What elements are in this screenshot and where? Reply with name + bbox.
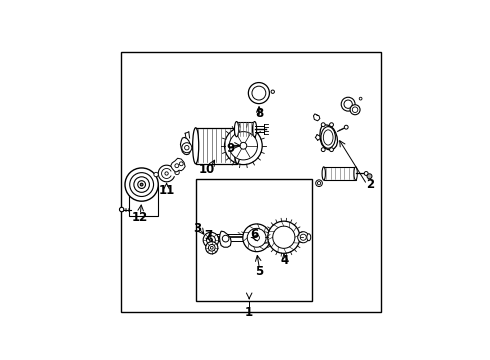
Text: 8: 8 bbox=[255, 107, 264, 120]
Circle shape bbox=[364, 172, 368, 175]
Ellipse shape bbox=[321, 127, 335, 148]
Text: 5: 5 bbox=[255, 265, 264, 278]
Circle shape bbox=[140, 183, 143, 186]
Ellipse shape bbox=[234, 128, 240, 164]
Circle shape bbox=[271, 90, 274, 93]
Circle shape bbox=[252, 86, 266, 100]
Text: 2: 2 bbox=[366, 178, 374, 191]
Text: 7: 7 bbox=[204, 229, 212, 242]
Circle shape bbox=[359, 97, 362, 100]
Polygon shape bbox=[220, 231, 231, 247]
Circle shape bbox=[165, 172, 168, 175]
Circle shape bbox=[179, 162, 183, 166]
Circle shape bbox=[273, 226, 295, 248]
Circle shape bbox=[243, 224, 270, 252]
Circle shape bbox=[203, 232, 219, 248]
Ellipse shape bbox=[252, 122, 257, 137]
Circle shape bbox=[318, 181, 320, 185]
Circle shape bbox=[224, 127, 262, 165]
Text: 1: 1 bbox=[245, 306, 253, 319]
Text: 10: 10 bbox=[198, 163, 215, 176]
Text: 6: 6 bbox=[250, 228, 258, 241]
Circle shape bbox=[206, 242, 218, 254]
Circle shape bbox=[175, 170, 179, 175]
Circle shape bbox=[367, 174, 372, 179]
Ellipse shape bbox=[193, 128, 199, 164]
Text: 11: 11 bbox=[158, 184, 175, 197]
Circle shape bbox=[209, 238, 213, 242]
Bar bbox=[196, 128, 237, 164]
Polygon shape bbox=[180, 138, 191, 155]
Bar bbox=[240, 138, 245, 142]
Circle shape bbox=[130, 173, 153, 197]
Circle shape bbox=[330, 123, 334, 127]
Circle shape bbox=[120, 207, 124, 212]
Circle shape bbox=[344, 100, 352, 108]
Text: 12: 12 bbox=[132, 211, 148, 224]
Circle shape bbox=[350, 105, 360, 115]
Circle shape bbox=[321, 123, 325, 127]
Circle shape bbox=[268, 221, 300, 253]
Ellipse shape bbox=[307, 234, 311, 241]
Polygon shape bbox=[171, 158, 185, 172]
Circle shape bbox=[229, 132, 258, 160]
Bar bbox=[242, 143, 250, 148]
Circle shape bbox=[341, 97, 355, 111]
Circle shape bbox=[330, 148, 334, 152]
Bar bbox=[129, 185, 158, 216]
Circle shape bbox=[208, 244, 215, 251]
Text: 3: 3 bbox=[193, 222, 201, 235]
Circle shape bbox=[182, 143, 192, 153]
Ellipse shape bbox=[322, 167, 325, 180]
Circle shape bbox=[206, 235, 216, 244]
Polygon shape bbox=[320, 125, 338, 150]
Circle shape bbox=[138, 181, 146, 188]
Circle shape bbox=[222, 235, 229, 242]
Ellipse shape bbox=[235, 122, 239, 137]
Ellipse shape bbox=[323, 130, 333, 145]
Bar bbox=[247, 138, 252, 142]
Circle shape bbox=[240, 142, 247, 149]
Circle shape bbox=[316, 180, 322, 186]
Bar bbox=[324, 167, 356, 180]
Circle shape bbox=[321, 148, 325, 152]
Circle shape bbox=[298, 232, 309, 243]
Circle shape bbox=[210, 246, 213, 249]
Text: 9: 9 bbox=[226, 142, 234, 155]
Bar bbox=[196, 179, 312, 301]
Circle shape bbox=[248, 82, 270, 104]
Circle shape bbox=[344, 125, 348, 129]
Ellipse shape bbox=[354, 167, 357, 180]
Circle shape bbox=[134, 177, 149, 192]
Text: 4: 4 bbox=[280, 254, 289, 267]
Circle shape bbox=[247, 228, 266, 247]
Circle shape bbox=[125, 168, 158, 201]
Bar bbox=[237, 122, 255, 137]
Circle shape bbox=[300, 234, 306, 240]
Circle shape bbox=[352, 107, 358, 112]
Circle shape bbox=[185, 145, 189, 150]
Circle shape bbox=[254, 235, 259, 240]
Circle shape bbox=[175, 164, 179, 168]
Circle shape bbox=[154, 172, 158, 177]
